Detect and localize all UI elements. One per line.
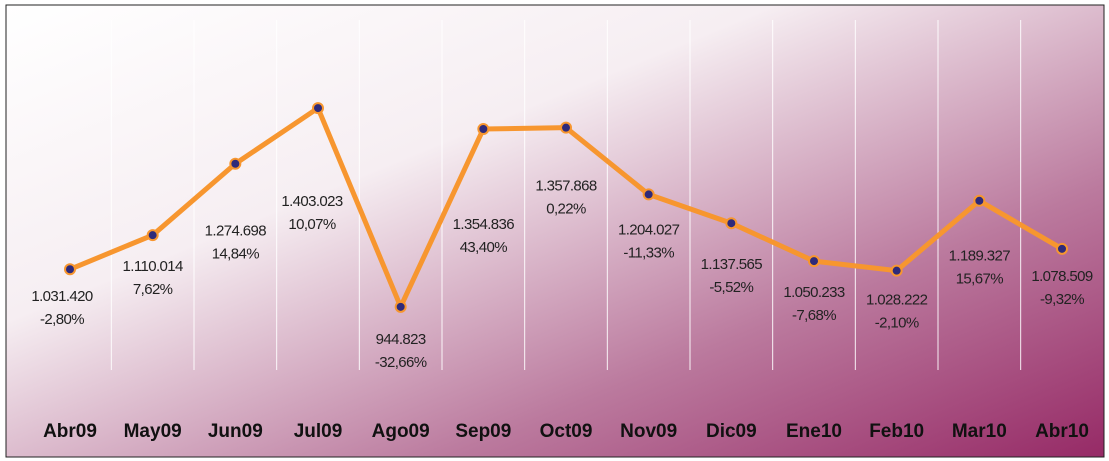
x-tick-label: Nov09: [620, 421, 677, 442]
value-label: 1.050.233: [783, 284, 845, 301]
change-label: -2,80%: [40, 311, 84, 328]
x-tick-label: Abr09: [43, 421, 97, 442]
value-label: 1.403.023: [281, 193, 343, 210]
marker: [973, 194, 986, 207]
marker: [394, 300, 407, 313]
change-label: -7,68%: [792, 307, 836, 324]
value-label: 1.354.836: [453, 216, 515, 233]
change-label: 43,40%: [460, 239, 508, 256]
marker: [560, 121, 572, 134]
change-label: -9,32%: [1040, 291, 1084, 308]
change-label: -2,10%: [875, 315, 919, 332]
marker: [312, 102, 324, 115]
x-tick-label: Jun09: [208, 421, 263, 442]
value-label: 1.189.327: [949, 248, 1011, 265]
marker: [477, 122, 490, 135]
value-label: 1.357.868: [535, 178, 597, 195]
marker: [64, 263, 76, 276]
value-label: 1.031.420: [31, 288, 93, 305]
marker: [808, 255, 820, 268]
change-label: 15,67%: [956, 271, 1004, 288]
x-tick-label: Feb10: [869, 421, 924, 442]
change-label: -5,52%: [709, 279, 753, 296]
value-label: 1.204.027: [618, 221, 680, 238]
x-tick-label: Jul09: [294, 421, 343, 442]
value-label: 1.110.014: [123, 258, 183, 275]
x-tick-label: Sep09: [455, 421, 511, 442]
value-label: 1.028.222: [866, 292, 928, 309]
x-tick-label: May09: [124, 421, 182, 442]
change-label: 0,22%: [546, 201, 586, 218]
value-label: 1.078.509: [1031, 268, 1093, 285]
x-tick-label: Dic09: [706, 421, 757, 442]
value-label: 1.137.565: [701, 256, 763, 273]
value-label: 944.823: [376, 331, 426, 348]
x-tick-label: Ago09: [372, 421, 430, 442]
marker: [725, 217, 738, 230]
marker: [890, 264, 903, 277]
value-label: 1.274.698: [205, 223, 267, 240]
x-tick-label: Abr10: [1035, 421, 1089, 442]
marker: [146, 229, 159, 242]
plot: 1.031.420 -2,80% Abr09 1.110.014 7,62% May09 1…: [31, 20, 1094, 442]
change-label: -32,66%: [375, 354, 427, 371]
change-label: 10,07%: [288, 216, 336, 233]
change-label: 7,62%: [133, 281, 173, 298]
marker: [229, 157, 242, 170]
change-label: -11,33%: [623, 244, 674, 261]
marker: [1056, 242, 1068, 255]
frame: [5, 4, 1105, 458]
change-label: 14,84%: [212, 246, 260, 263]
x-tick-label: Oct09: [540, 421, 593, 442]
x-tick-label: Mar10: [952, 421, 1007, 442]
x-tick-label: Ene10: [786, 421, 842, 442]
marker: [642, 188, 655, 201]
